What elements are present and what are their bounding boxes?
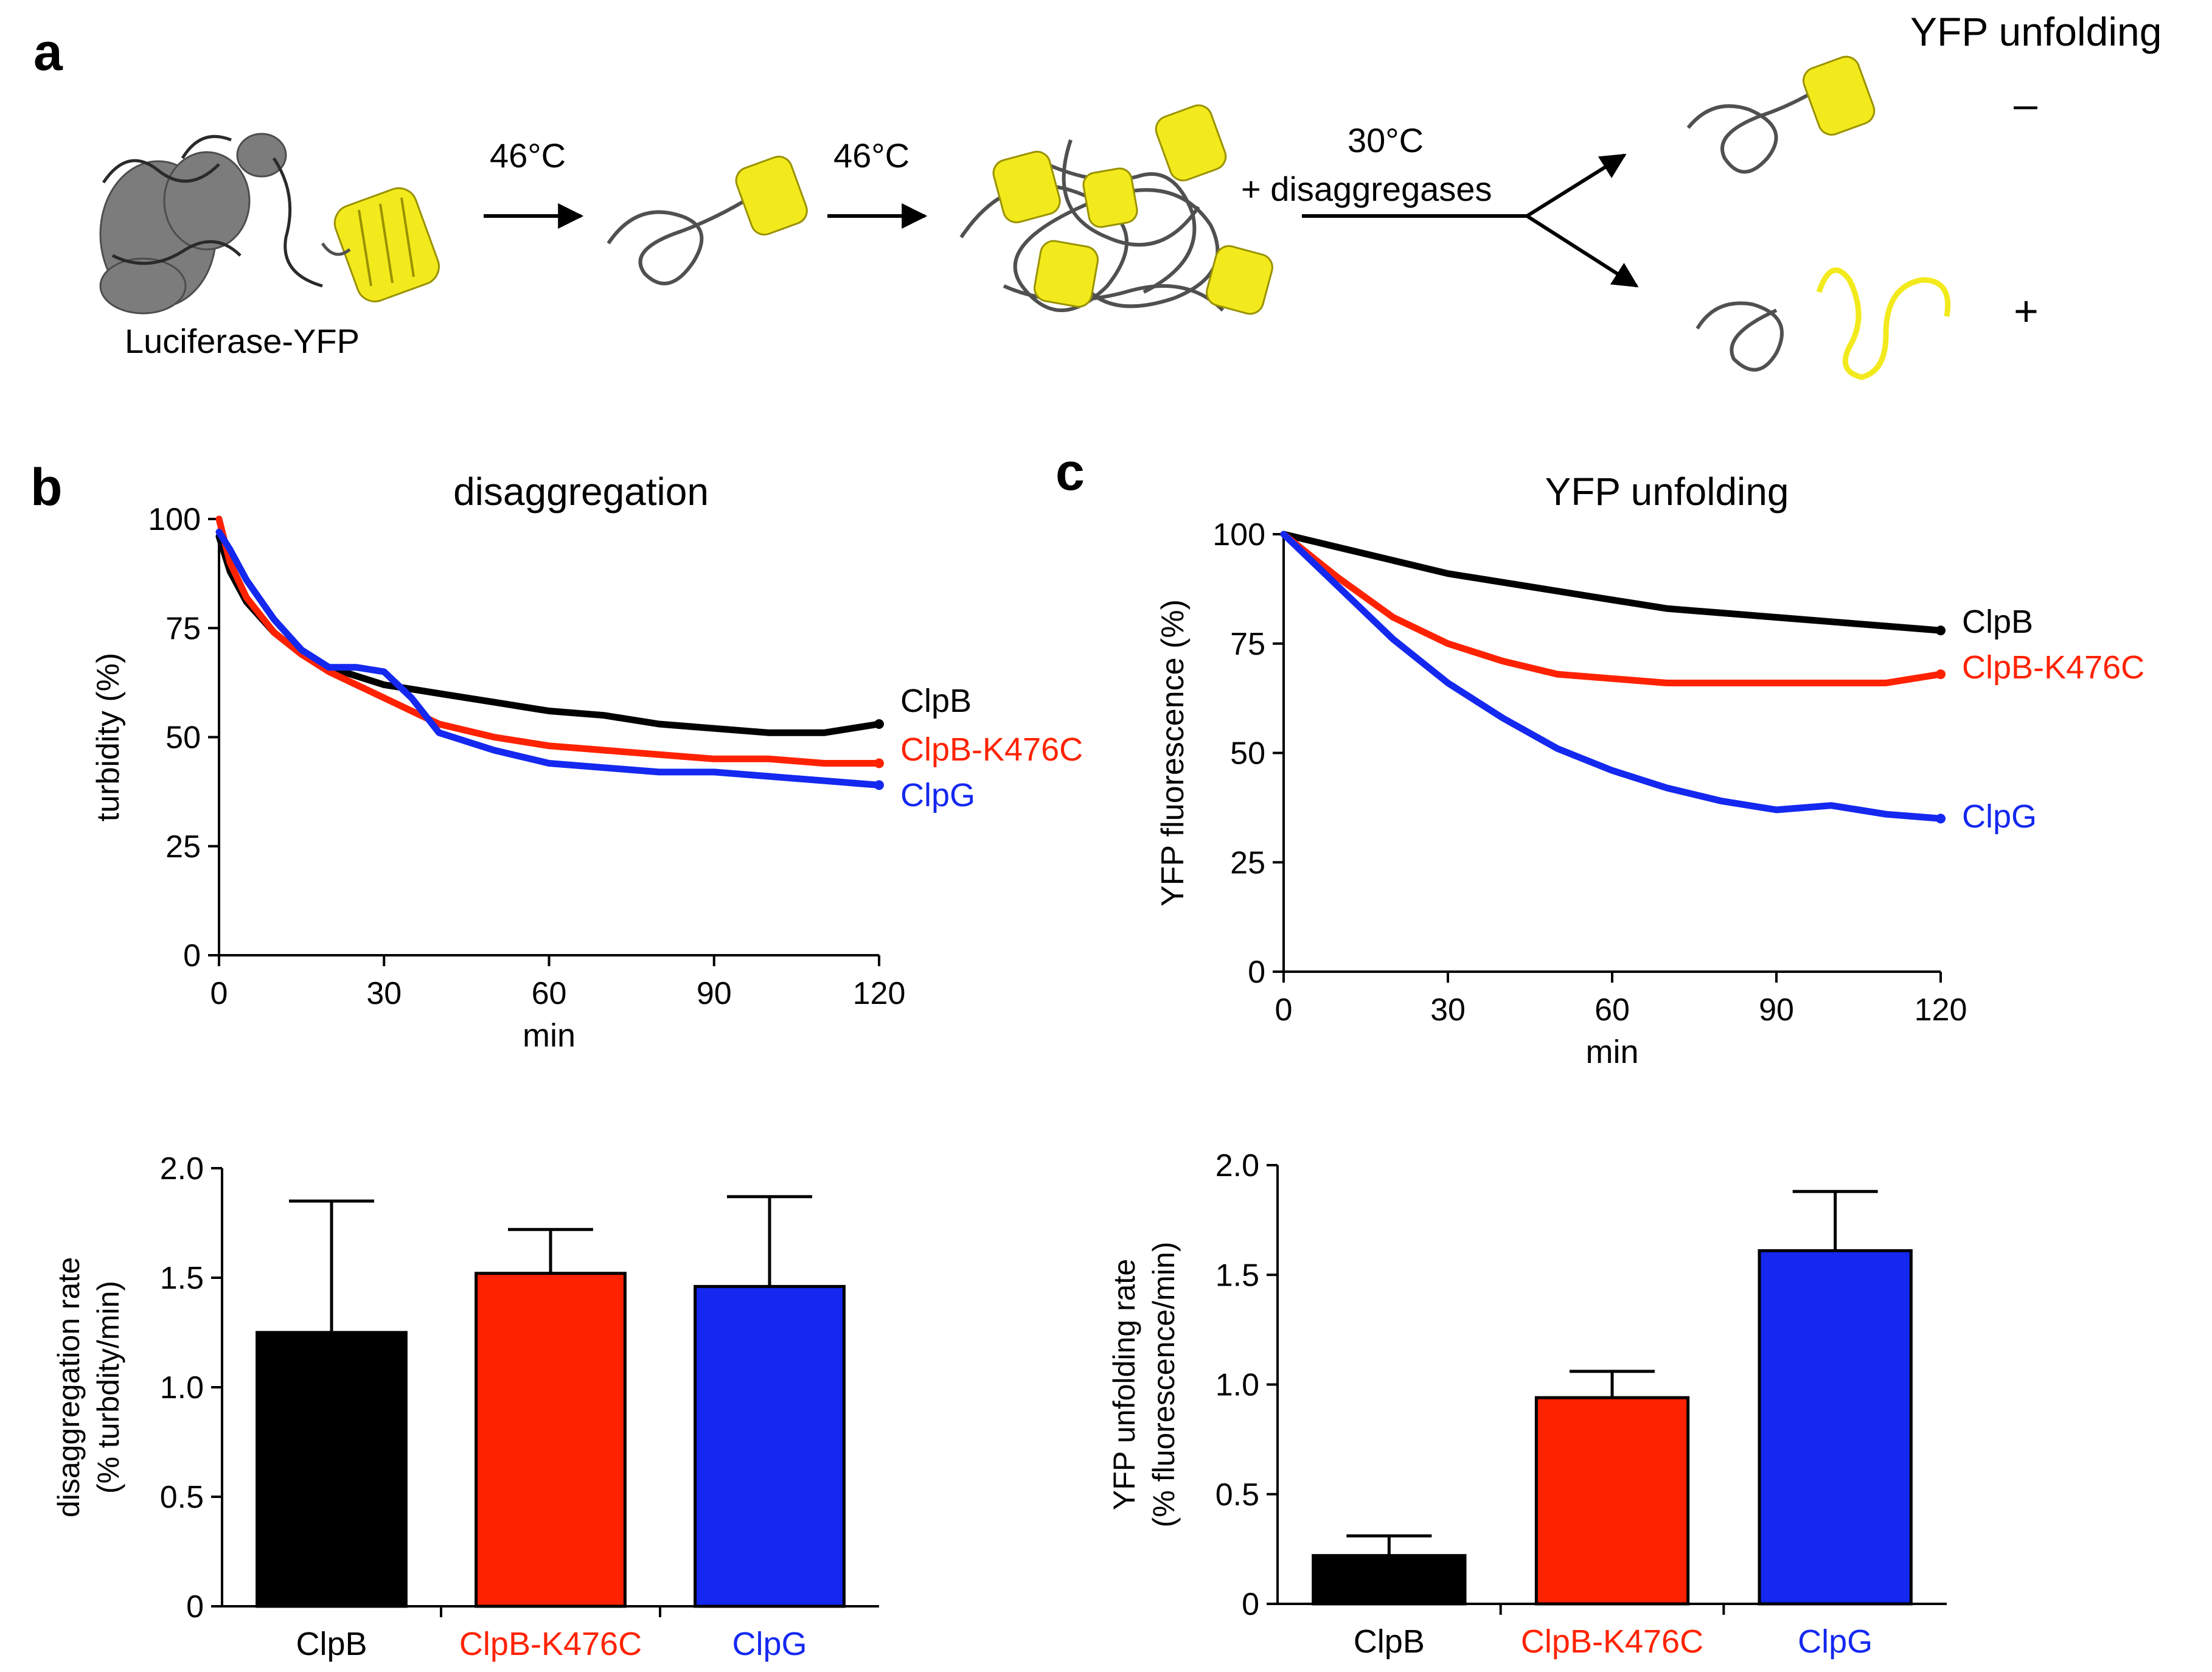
- series-end-point: [1936, 813, 1946, 824]
- y-tick-label: 25: [165, 829, 201, 865]
- y-axis-label-line1: YFP unfolding rate: [1107, 1259, 1141, 1510]
- y-tick-label: 75: [1230, 627, 1265, 662]
- x-tick-label: 30: [366, 976, 402, 1011]
- x-tick-label: 0: [1275, 992, 1293, 1028]
- bar-clpb-k476c: [1534, 1396, 1690, 1606]
- x-tick-label: 120: [853, 976, 906, 1011]
- x-tick-label: 90: [697, 976, 732, 1011]
- y-tick-label: 100: [148, 502, 201, 537]
- step3-arrow-up: [1526, 153, 1627, 218]
- y-tick-label: 50: [165, 720, 201, 756]
- chart-title: disaggregation: [453, 470, 709, 514]
- series-end-point: [1936, 669, 1946, 680]
- panel-letter-b: b: [30, 458, 63, 517]
- x-tick-label: 30: [1430, 992, 1466, 1028]
- panel-letter-c: c: [1056, 443, 1085, 501]
- step3-arrow-down: [1526, 214, 1639, 288]
- disaggregation-line-chart: disaggregation 0 30 60 90 120 0 25 50 75 100 min tur…: [91, 470, 1083, 1054]
- x-tick-label: 60: [532, 976, 567, 1011]
- series-line-clpb: [1280, 531, 1944, 634]
- y-axis-label-line2: (% fluorescence/min): [1147, 1242, 1181, 1528]
- bar-clpg: [1758, 1249, 1913, 1606]
- series-line-clpb-k476c: [215, 515, 883, 767]
- x-axis-label: min: [1585, 1034, 1638, 1070]
- y-tick-label: 0.5: [160, 1480, 204, 1515]
- y-tick-label: 0: [1242, 1587, 1259, 1622]
- y-tick-label: 0: [186, 1589, 204, 1625]
- y-axis-label-line2: (% turbdity/min): [91, 1281, 125, 1494]
- protein-label: Luciferase-YFP: [125, 322, 360, 360]
- outcome-plus: +: [2014, 287, 2039, 335]
- bar-clpb: [256, 1331, 408, 1608]
- aggregate-icon: [959, 104, 1273, 315]
- y-tick-label: 0.5: [1216, 1477, 1259, 1513]
- x-category-label: ClpB-K476C: [459, 1626, 642, 1662]
- x-axis-label: min: [523, 1017, 576, 1054]
- series-label-clpb: ClpB: [1962, 604, 2033, 640]
- y-tick-label: 75: [165, 611, 201, 646]
- series-label-clpb: ClpB: [900, 683, 972, 719]
- x-category-label: ClpB: [296, 1626, 367, 1662]
- series-end-point: [1936, 625, 1946, 636]
- y-tick-label: 1.5: [160, 1261, 204, 1296]
- y-tick-label: 25: [1230, 845, 1265, 880]
- x-tick-label: 120: [1915, 992, 1967, 1028]
- y-axis-label: turbidity (%): [91, 653, 126, 821]
- bar-clpb-k476c: [475, 1272, 627, 1608]
- folded-yfp-outcome-icon: [1686, 55, 1876, 174]
- step2-temperature: 46°C: [833, 136, 909, 175]
- step3-additive: + disaggregases: [1241, 170, 1492, 208]
- y-axis-label: YFP fluorescence (%): [1155, 599, 1191, 907]
- step3-temperature: 30°C: [1348, 121, 1424, 159]
- yfp-unfolding-rate-bar-chart: 0 0.5 1.0 1.5 2.0 YFP unfolding rate (% fluore…: [1107, 1148, 1947, 1660]
- bar-clpg: [694, 1284, 846, 1608]
- series-end-point: [874, 780, 884, 790]
- y-tick-label: 0: [1248, 955, 1265, 990]
- y-tick-label: 0: [183, 938, 201, 974]
- x-category-label: ClpB-K476C: [1521, 1623, 1703, 1660]
- series-label-clpg: ClpG: [1962, 798, 2037, 835]
- y-axis-label-line1: disaggregation rate: [52, 1257, 86, 1517]
- x-tick-label: 60: [1595, 992, 1630, 1028]
- x-tick-label: 90: [1759, 992, 1794, 1028]
- disaggregation-rate-bar-chart: 0 0.5 1.0 1.5 2.0 disaggregation rate (% turbd…: [52, 1151, 879, 1662]
- y-tick-label: 1.0: [160, 1370, 204, 1406]
- unfolded-yfp-outcome-icon: [1696, 267, 1951, 380]
- unfolded-luciferase-icon: [607, 155, 808, 285]
- x-category-label: ClpB: [1354, 1623, 1425, 1660]
- series-label-clpb-k476c: ClpB-K476C: [900, 731, 1083, 768]
- y-tick-label: 1.5: [1216, 1258, 1259, 1293]
- y-tick-label: 2.0: [1216, 1148, 1259, 1183]
- series-line-clpg: [1280, 531, 1944, 822]
- chart-title: YFP unfolding: [1545, 470, 1789, 514]
- y-tick-label: 50: [1230, 736, 1265, 772]
- series-label-clpg: ClpG: [900, 777, 975, 813]
- panel-letter-a: a: [33, 23, 63, 82]
- panel-a-schematic: a Lucifer: [33, 9, 2162, 380]
- luciferase-yfp-protein-icon: [99, 133, 440, 315]
- x-tick-label: 0: [210, 976, 228, 1011]
- series-end-point: [874, 719, 884, 729]
- step1-temperature: 46°C: [490, 136, 566, 175]
- y-tick-label: 1.0: [1216, 1368, 1259, 1403]
- series-line-clpb: [215, 533, 883, 736]
- series-label-clpb-k476c: ClpB-K476C: [1962, 649, 2144, 686]
- outcome-minus: –: [2014, 80, 2037, 128]
- bar-clpb: [1312, 1554, 1467, 1606]
- x-category-label: ClpG: [732, 1626, 807, 1662]
- series-end-point: [874, 758, 884, 768]
- series-line-clpb-k476c: [1280, 531, 1944, 686]
- outcome-header: YFP unfolding: [1910, 9, 2162, 54]
- series-line-clpg: [215, 529, 883, 789]
- y-tick-label: 100: [1212, 517, 1265, 552]
- yfp-unfolding-line-chart: YFP unfolding 0 30 60 90 120 0 25 50 75 100 min YFP …: [1155, 470, 2144, 1070]
- y-tick-label: 2.0: [160, 1151, 204, 1186]
- x-category-label: ClpG: [1798, 1623, 1873, 1660]
